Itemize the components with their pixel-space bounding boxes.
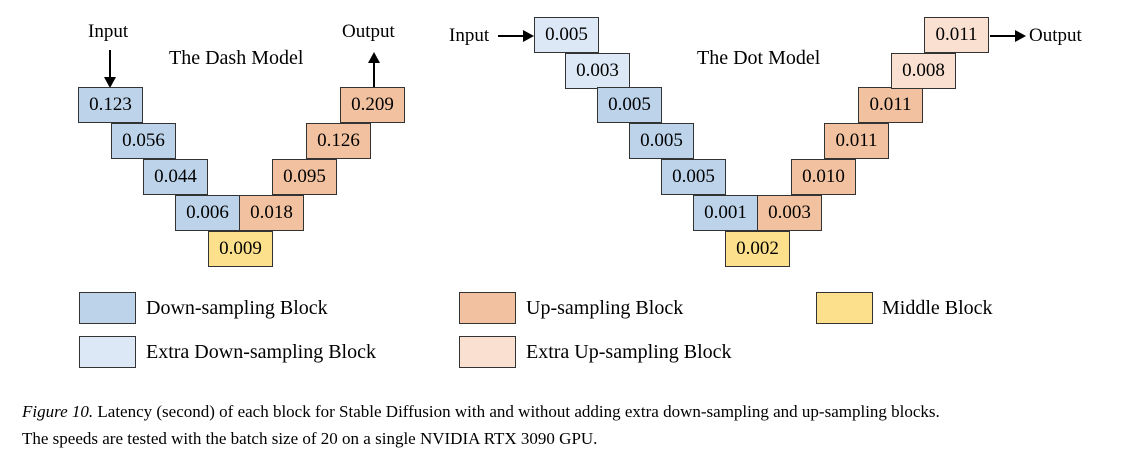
dash-up-block-2: 0.095 [272, 159, 337, 195]
dash-output-label: Output [342, 21, 395, 42]
dot-middle-block: 0.002 [725, 231, 790, 267]
dot-up-block-1: 0.003 [757, 195, 822, 231]
dot-extra-up-block-1: 0.008 [891, 53, 956, 89]
dash-input-arrow [104, 50, 116, 88]
dot-up-block-2: 0.010 [791, 159, 856, 195]
dash-input-label: Input [88, 21, 129, 42]
dot-down-block-4: 0.001 [693, 195, 758, 231]
dash-down-block-4: 0.006 [175, 195, 240, 231]
dot-up-block-3: 0.011 [824, 123, 889, 159]
dash-up-block-3: 0.126 [306, 123, 371, 159]
dot-output-label: Output [1029, 25, 1082, 46]
legend-down-swatch [79, 292, 136, 324]
legend-mid-label: Middle Block [882, 297, 993, 319]
legend-extra-up-label: Extra Up-sampling Block [526, 341, 732, 363]
dash-down-block-3: 0.044 [143, 159, 208, 195]
dot-extra-down-block-2: 0.003 [565, 53, 630, 89]
dot-down-block-2: 0.005 [629, 123, 694, 159]
legend-down-label: Down-sampling Block [146, 297, 328, 319]
dash-down-block-1: 0.123 [78, 87, 143, 123]
caption-text-1: Latency (second) of each block for Stabl… [93, 402, 940, 421]
legend-up-swatch [459, 292, 516, 324]
dot-down-block-1: 0.005 [597, 87, 662, 123]
dot-up-block-4: 0.011 [858, 87, 923, 123]
legend-up-label: Up-sampling Block [526, 297, 684, 319]
legend-mid-swatch [816, 292, 873, 324]
dash-up-block-1: 0.018 [239, 195, 304, 231]
dash-output-arrow [368, 52, 380, 88]
dot-input-arrow [498, 30, 534, 42]
legend-extra-down-swatch [79, 336, 136, 368]
caption-figure-number: Figure 10. [22, 402, 94, 421]
caption-line-2: The speeds are tested with the batch siz… [22, 429, 598, 448]
figure-caption: Figure 10. Latency (second) of each bloc… [22, 398, 1127, 452]
dash-up-block-4: 0.209 [340, 87, 405, 123]
legend-extra-down-label: Extra Down-sampling Block [146, 341, 376, 363]
dash-model-title: The Dash Model [169, 47, 304, 69]
dot-down-block-3: 0.005 [661, 159, 726, 195]
dot-output-arrow [990, 30, 1026, 42]
caption-line-1: Figure 10. Latency (second) of each bloc… [22, 398, 1127, 425]
dot-input-label: Input [449, 25, 490, 46]
dot-model-title: The Dot Model [697, 47, 821, 69]
dot-extra-up-block-2: 0.011 [924, 17, 989, 53]
dot-extra-down-block-1: 0.005 [534, 17, 599, 53]
dash-middle-block: 0.009 [208, 231, 273, 267]
dash-down-block-2: 0.056 [111, 123, 176, 159]
legend-extra-up-swatch [459, 336, 516, 368]
